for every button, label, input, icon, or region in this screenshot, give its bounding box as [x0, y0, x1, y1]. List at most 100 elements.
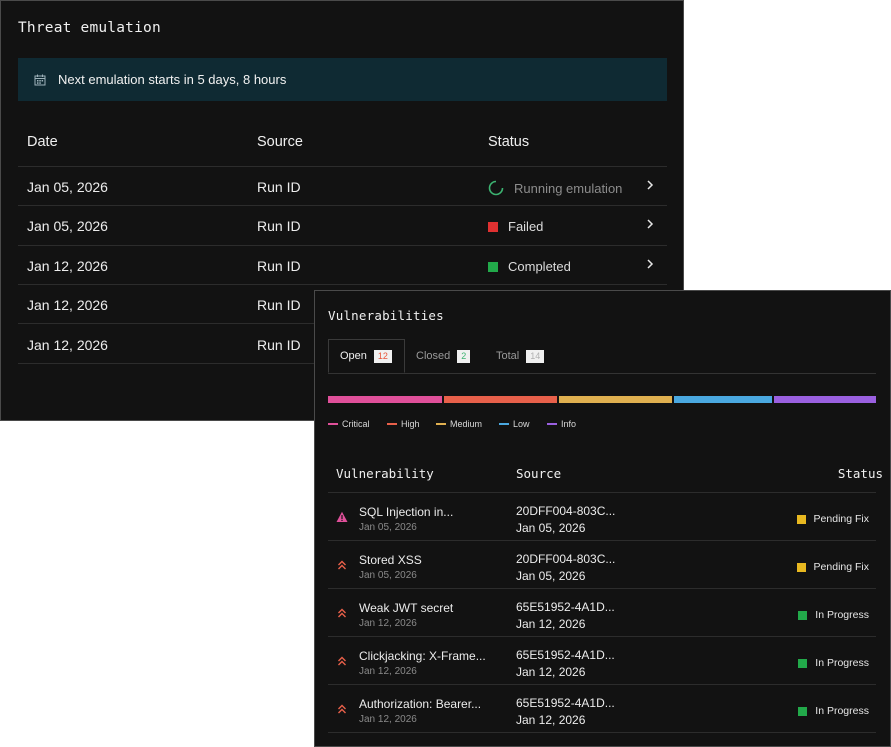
double-chevron-up-icon: [338, 704, 346, 714]
warning-icon: [336, 511, 348, 522]
column-header-date: Date: [27, 134, 58, 150]
source-id: 65E51952-4A1D...: [516, 648, 615, 662]
status-badge: Pending Fix: [796, 561, 869, 573]
panel-title: Threat emulation: [18, 20, 161, 36]
vulnerability-name: Stored XSS: [359, 553, 422, 567]
panel-title: Vulnerabilities: [328, 308, 444, 323]
count-badge: 14: [526, 349, 545, 363]
source-date: Jan 12, 2026: [516, 665, 586, 679]
column-header-status: Status: [837, 466, 883, 481]
source-date: Jan 12, 2026: [516, 617, 586, 631]
status-square-icon: [798, 610, 808, 620]
table-row[interactable]: Weak JWT secret Jan 12, 2026 65E51952-4A…: [328, 589, 876, 636]
table-row[interactable]: Stored XSS Jan 05, 2026 20DFF004-803C...…: [328, 541, 876, 588]
chevron-right-icon[interactable]: [645, 177, 655, 193]
divider: [18, 245, 667, 246]
vulnerability-name: Weak JWT secret: [359, 601, 454, 615]
table-row[interactable]: Jan 12, 2026 Run ID: [18, 285, 667, 324]
column-header-source: Source: [257, 134, 303, 150]
column-header-vulnerability: Vulnerability: [336, 466, 434, 481]
legend-item-low: Low: [499, 419, 530, 429]
table-row[interactable]: Clickjacking: X-Frame... Jan 12, 2026 65…: [328, 637, 876, 684]
tab-open[interactable]: Open 12: [328, 339, 405, 373]
divider: [328, 492, 876, 493]
legend-item-info: Info: [547, 419, 576, 429]
status-square-icon: [798, 658, 808, 668]
tab-closed[interactable]: Closed 2: [416, 339, 471, 373]
divider: [328, 732, 876, 733]
status-badge: Completed: [488, 259, 571, 274]
status-badge: In Progress: [798, 657, 869, 669]
row-source: Run ID: [257, 218, 301, 234]
chevron-right-icon[interactable]: [645, 216, 655, 232]
row-date: Jan 05, 2026: [27, 218, 108, 234]
source-id: 65E51952-4A1D...: [516, 696, 615, 710]
table-row[interactable]: SQL Injection in... Jan 05, 2026 20DFF00…: [328, 493, 876, 540]
status-badge: In Progress: [798, 705, 869, 717]
row-date: Jan 05, 2026: [27, 179, 108, 195]
source-id: 20DFF004-803C...: [516, 552, 616, 566]
count-badge: 12: [373, 349, 392, 363]
source-id: 65E51952-4A1D...: [516, 600, 615, 614]
row-date: Jan 12, 2026: [27, 258, 108, 274]
divider: [328, 636, 876, 637]
count-badge: 2: [457, 349, 471, 363]
divider: [18, 166, 667, 167]
status-text: In Progress: [815, 657, 869, 669]
table-row[interactable]: Authorization: Bearer... Jan 12, 2026 65…: [328, 685, 876, 732]
tab-bar: Open 12 Closed 2 Total 14: [328, 339, 876, 374]
status-square-icon: [488, 261, 498, 272]
status-badge: In Progress: [798, 609, 869, 621]
status-badge: Pending Fix: [796, 513, 869, 525]
status-text: In Progress: [815, 609, 869, 621]
vulnerability-name: Clickjacking: X-Frame...: [359, 649, 486, 663]
vulnerability-date: Jan 12, 2026: [359, 666, 417, 677]
row-date: Jan 12, 2026: [27, 297, 108, 313]
legend-item-medium: Medium: [436, 419, 482, 429]
vulnerability-date: Jan 12, 2026: [359, 618, 417, 629]
severity-bar-critical: [328, 396, 442, 403]
table-row[interactable]: Jan 12, 2026 Run ID Completed: [18, 246, 667, 285]
status-text: Completed: [508, 259, 571, 274]
chevron-right-icon[interactable]: [645, 256, 655, 272]
banner-text: Next emulation starts in 5 days, 8 hours: [58, 72, 287, 87]
vulnerability-date: Jan 05, 2026: [359, 570, 417, 581]
status-text: Pending Fix: [813, 561, 869, 573]
source-date: Jan 12, 2026: [516, 713, 586, 727]
severity-bar-info: [774, 396, 876, 403]
severity-bar-medium: [559, 396, 672, 403]
status-square-icon: [798, 706, 808, 716]
column-header-source: Source: [516, 466, 562, 481]
legend-item-high: High: [387, 419, 420, 429]
divider: [18, 284, 667, 285]
status-square-icon: [488, 221, 498, 232]
vulnerability-date: Jan 05, 2026: [359, 522, 417, 533]
status-square-icon: [796, 562, 806, 572]
divider: [328, 540, 876, 541]
double-chevron-up-icon: [338, 608, 346, 618]
source-date: Jan 05, 2026: [516, 521, 586, 535]
status-badge: Running emulation: [488, 180, 622, 196]
table-row[interactable]: Jan 05, 2026 Run ID Failed: [18, 206, 667, 245]
tab-label: Closed: [416, 350, 451, 362]
next-emulation-banner: Next emulation starts in 5 days, 8 hours: [18, 58, 667, 101]
tab-total[interactable]: Total 14: [496, 339, 545, 373]
row-source: Run ID: [257, 179, 301, 195]
vulnerability-date: Jan 12, 2026: [359, 714, 417, 725]
status-badge: Failed: [488, 219, 543, 234]
table-row[interactable]: Jan 12, 2026 Run ID: [18, 325, 667, 364]
source-id: 20DFF004-803C...: [516, 504, 616, 518]
vulnerability-name: Authorization: Bearer...: [359, 697, 482, 711]
status-text: Pending Fix: [813, 513, 869, 525]
source-date: Jan 05, 2026: [516, 569, 586, 583]
divider: [328, 588, 876, 589]
divider: [18, 205, 667, 206]
table-row[interactable]: Jan 05, 2026 Run ID Running emulation: [18, 167, 667, 206]
status-text: In Progress: [815, 705, 869, 717]
row-source: Run ID: [257, 258, 301, 274]
status-text: Failed: [508, 219, 544, 234]
divider: [328, 684, 876, 685]
tab-label: Open: [340, 350, 367, 362]
tab-label: Total: [496, 350, 520, 362]
calendar-icon: [34, 74, 46, 85]
